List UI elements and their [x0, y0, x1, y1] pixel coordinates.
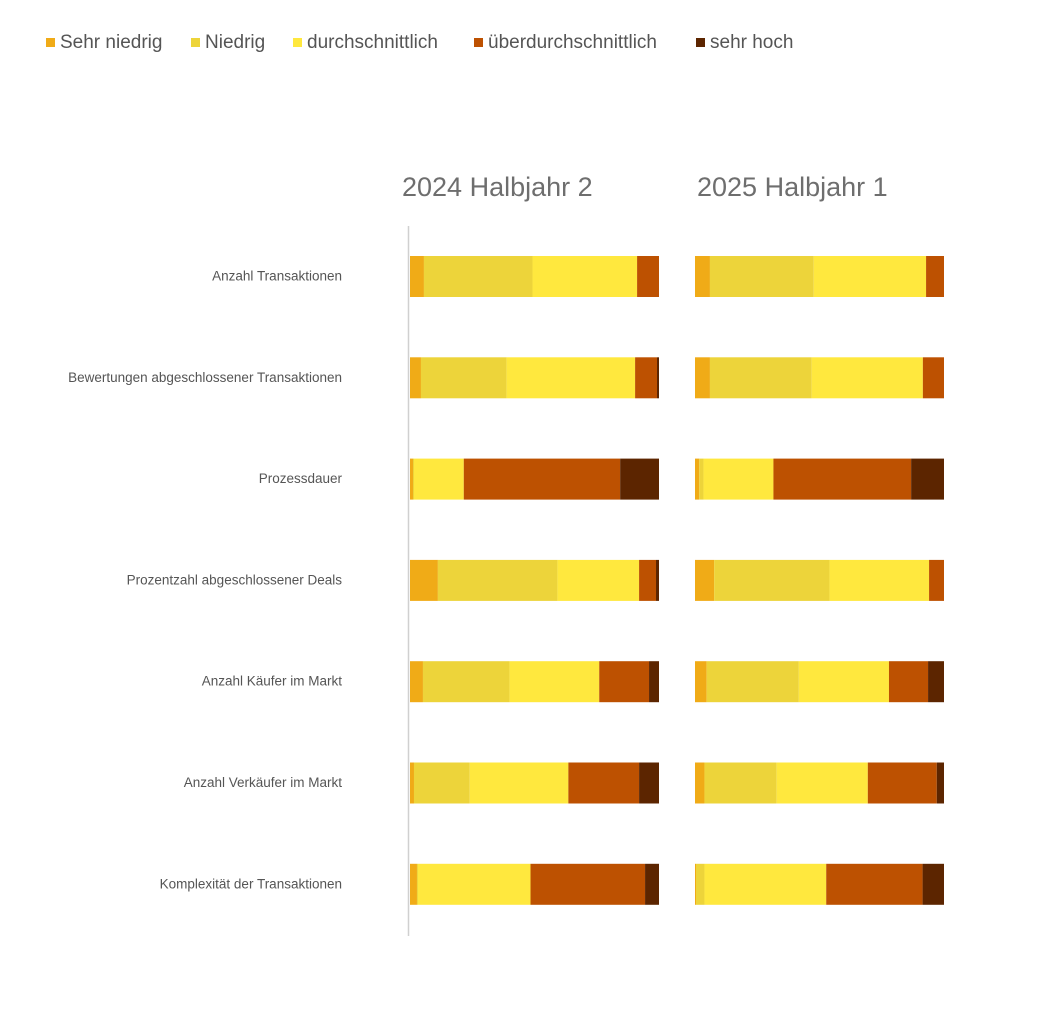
- bar-segment-2-anzahl-verkaeufer-im-markt-niedrig: [704, 762, 777, 804]
- bar-segment-1-anzahl-kaeufer-im-markt-durchschnittlich: [509, 661, 600, 703]
- legend-label-sehr-niedrig: Sehr niedrig: [60, 32, 162, 53]
- bar-segment-1-bewertungen-abgeschlossener-transaktionen-sehr-hoch: [657, 357, 659, 399]
- bar-segment-1-komplexitaet-der-transaktionen-sehr-hoch: [645, 863, 659, 905]
- bar-segment-1-prozessdauer-ueberdurchschnittlich: [463, 458, 621, 500]
- bar-segment-1-bewertungen-abgeschlossener-transaktionen-durchschnittlich: [506, 357, 636, 399]
- panel-title-1: 2024 Halbjahr 2: [402, 172, 593, 202]
- bar-segment-2-bewertungen-abgeschlossener-transaktionen-niedrig: [709, 357, 812, 399]
- bar-segment-2-anzahl-verkaeufer-im-markt-ueberdurchschnittlich: [867, 762, 937, 804]
- bar-segment-2-anzahl-verkaeufer-im-markt-durchschnittlich: [776, 762, 868, 804]
- bar-segment-2-anzahl-kaeufer-im-markt-sehr-hoch: [928, 661, 944, 703]
- bar-segment-2-bewertungen-abgeschlossener-transaktionen-sehr-niedrig: [695, 357, 710, 399]
- category-label-prozentzahl-abgeschlossener-deals: Prozentzahl abgeschlossener Deals: [127, 572, 343, 587]
- bar-segment-1-anzahl-verkaeufer-im-markt-niedrig: [413, 762, 470, 804]
- legend-swatch-sehr-hoch: [696, 38, 705, 47]
- bar-segment-2-anzahl-kaeufer-im-markt-sehr-niedrig: [695, 661, 707, 703]
- bar-segment-1-komplexitaet-der-transaktionen-niedrig: [416, 863, 418, 905]
- category-label-anzahl-transaktionen: Anzahl Transaktionen: [212, 269, 342, 284]
- bar-segment-1-anzahl-verkaeufer-im-markt-ueberdurchschnittlich: [568, 762, 640, 804]
- chart-legend: Sehr niedrig Niedrig durchschnittlich überd…: [46, 32, 793, 53]
- bar-segment-1-prozessdauer-durchschnittlich: [413, 458, 464, 500]
- bar-segment-2-komplexitaet-der-transaktionen-ueberdurchschnittlich: [826, 863, 923, 905]
- category-labels: Anzahl Transaktionen Bewertungen abgeschl…: [68, 269, 342, 892]
- bar-segment-2-anzahl-transaktionen-ueberdurchschnittlich: [926, 256, 944, 297]
- panel-title-2: 2025 Halbjahr 1: [697, 172, 888, 202]
- bar-segment-1-anzahl-verkaeufer-im-markt-sehr-niedrig: [410, 762, 414, 804]
- bar-segment-2-anzahl-transaktionen-niedrig: [709, 256, 814, 297]
- legend-label-ueberdurchschnittlich: überdurchschnittlich: [488, 32, 657, 53]
- bar-segment-2-prozentzahl-abgeschlossener-deals-sehr-niedrig: [695, 559, 715, 601]
- bar-segment-2-prozentzahl-abgeschlossener-deals-durchschnittlich: [829, 559, 930, 601]
- legend-swatch-sehr-niedrig: [46, 38, 55, 47]
- bar-segment-1-komplexitaet-der-transaktionen-ueberdurchschnittlich: [530, 863, 646, 905]
- bar-segment-2-bewertungen-abgeschlossener-transaktionen-durchschnittlich: [811, 357, 923, 399]
- bar-segment-1-prozessdauer-sehr-hoch: [620, 458, 659, 500]
- category-label-prozessdauer: Prozessdauer: [259, 471, 343, 486]
- bar-segment-1-anzahl-verkaeufer-im-markt-durchschnittlich: [469, 762, 569, 804]
- category-label-anzahl-kaeufer-im-markt: Anzahl Käufer im Markt: [202, 674, 343, 689]
- bar-segment-1-anzahl-kaeufer-im-markt-niedrig: [422, 661, 510, 703]
- bar-segments: [410, 256, 944, 905]
- category-label-komplexitaet-der-transaktionen: Komplexität der Transaktionen: [160, 876, 342, 891]
- panel-titles: 2024 Halbjahr 2 2025 Halbjahr 1: [402, 172, 888, 202]
- legend-swatch-durchschnittlich: [293, 38, 302, 47]
- bar-segment-2-anzahl-kaeufer-im-markt-durchschnittlich: [798, 661, 889, 703]
- bar-segment-2-anzahl-kaeufer-im-markt-niedrig: [706, 661, 799, 703]
- bar-segment-2-anzahl-verkaeufer-im-markt-sehr-hoch: [936, 762, 944, 804]
- bar-segment-1-bewertungen-abgeschlossener-transaktionen-sehr-niedrig: [410, 357, 421, 399]
- bar-segment-2-prozessdauer-sehr-niedrig: [695, 458, 700, 500]
- bar-segment-2-komplexitaet-der-transaktionen-sehr-niedrig: [695, 863, 696, 905]
- legend-label-sehr-hoch: sehr hoch: [710, 32, 793, 53]
- bar-segment-2-anzahl-transaktionen-durchschnittlich: [813, 256, 927, 297]
- bar-segment-2-prozentzahl-abgeschlossener-deals-niedrig: [714, 559, 830, 601]
- bar-segment-1-anzahl-transaktionen-ueberdurchschnittlich: [637, 256, 659, 297]
- bar-segment-1-komplexitaet-der-transaktionen-sehr-niedrig: [410, 863, 417, 905]
- bar-segment-1-prozentzahl-abgeschlossener-deals-sehr-niedrig: [410, 559, 438, 601]
- bar-segment-1-bewertungen-abgeschlossener-transaktionen-niedrig: [420, 357, 507, 399]
- bar-segment-2-anzahl-transaktionen-sehr-niedrig: [695, 256, 710, 297]
- bar-segment-1-prozentzahl-abgeschlossener-deals-sehr-hoch: [656, 559, 659, 601]
- legend-swatch-niedrig: [191, 38, 200, 47]
- bar-segment-1-anzahl-kaeufer-im-markt-sehr-niedrig: [410, 661, 423, 703]
- bar-segment-2-komplexitaet-der-transaktionen-sehr-hoch: [922, 863, 944, 905]
- bar-segment-1-anzahl-transaktionen-niedrig: [423, 256, 533, 297]
- bar-segment-1-prozessdauer-sehr-niedrig: [410, 458, 413, 500]
- bar-segment-1-bewertungen-abgeschlossener-transaktionen-ueberdurchschnittlich: [635, 357, 658, 399]
- bar-segment-1-prozentzahl-abgeschlossener-deals-durchschnittlich: [557, 559, 640, 601]
- bar-segment-1-anzahl-transaktionen-sehr-niedrig: [410, 256, 424, 297]
- legend-label-niedrig: Niedrig: [205, 32, 265, 53]
- bar-segment-2-anzahl-kaeufer-im-markt-ueberdurchschnittlich: [888, 661, 929, 703]
- bar-segment-1-anzahl-verkaeufer-im-markt-sehr-hoch: [639, 762, 659, 804]
- bar-segment-2-prozessdauer-ueberdurchschnittlich: [773, 458, 912, 500]
- bar-segment-2-bewertungen-abgeschlossener-transaktionen-ueberdurchschnittlich: [922, 357, 944, 399]
- bar-segment-2-prozentzahl-abgeschlossener-deals-ueberdurchschnittlich: [929, 559, 944, 601]
- category-label-anzahl-verkaeufer-im-markt: Anzahl Verkäufer im Markt: [184, 775, 343, 790]
- bar-segment-1-prozentzahl-abgeschlossener-deals-niedrig: [437, 559, 558, 601]
- bar-segment-1-anzahl-kaeufer-im-markt-ueberdurchschnittlich: [599, 661, 650, 703]
- bar-segment-2-komplexitaet-der-transaktionen-niedrig: [696, 863, 705, 905]
- bar-segment-1-anzahl-transaktionen-durchschnittlich: [532, 256, 638, 297]
- bar-segment-1-prozentzahl-abgeschlossener-deals-ueberdurchschnittlich: [639, 559, 657, 601]
- bar-segment-2-prozessdauer-durchschnittlich: [703, 458, 774, 500]
- bar-segment-2-prozessdauer-sehr-hoch: [911, 458, 944, 500]
- bar-segment-1-komplexitaet-der-transaktionen-durchschnittlich: [417, 863, 531, 905]
- category-label-bewertungen-abgeschlossener-transaktionen: Bewertungen abgeschlossener Transaktione…: [68, 370, 342, 385]
- bar-segment-1-prozessdauer-niedrig: [412, 458, 414, 500]
- bar-segment-2-komplexitaet-der-transaktionen-durchschnittlich: [704, 863, 827, 905]
- legend-swatch-ueberdurchschnittlich: [474, 38, 483, 47]
- bar-segment-2-anzahl-verkaeufer-im-markt-sehr-niedrig: [695, 762, 705, 804]
- bar-segment-1-anzahl-kaeufer-im-markt-sehr-hoch: [649, 661, 659, 703]
- bar-segment-2-prozessdauer-niedrig: [699, 458, 704, 500]
- legend-label-durchschnittlich: durchschnittlich: [307, 32, 438, 53]
